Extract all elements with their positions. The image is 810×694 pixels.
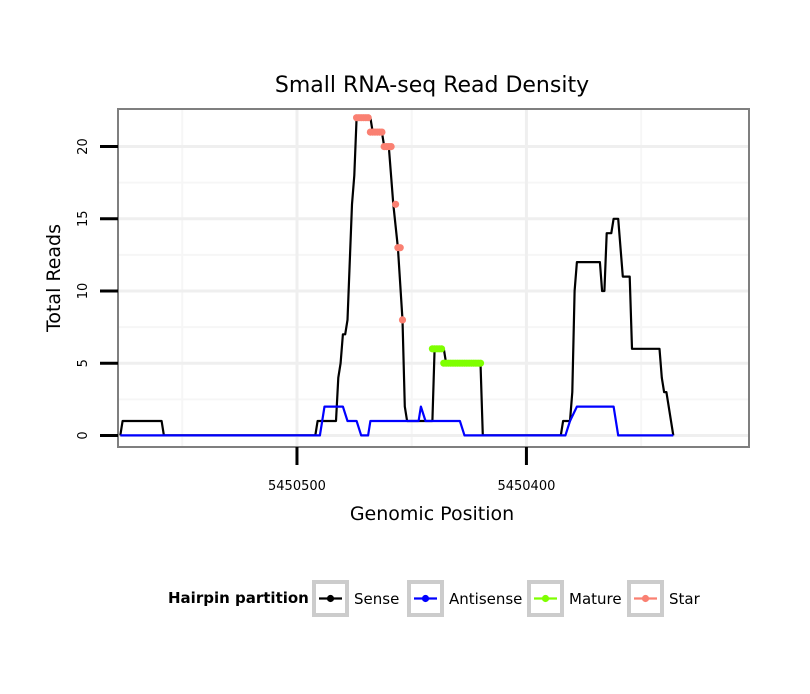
legend-label-antisense: Antisense <box>449 590 522 608</box>
series-point-star <box>392 200 400 208</box>
legend-key-point-antisense <box>421 594 430 603</box>
legend-label-mature: Mature <box>569 590 622 608</box>
plot-border <box>117 108 750 448</box>
x-tick-label: 5450400 <box>497 479 555 494</box>
series-line-antisense <box>120 405 674 437</box>
series-point-mature <box>437 345 446 353</box>
y-axis-label: Total Reads <box>43 224 65 333</box>
y-tick-label: 15 <box>76 211 91 228</box>
legend-label-star: Star <box>669 590 701 608</box>
plot-area: 0 5 10 15 20 5450500 5450400 <box>76 108 750 494</box>
series-point-star <box>364 114 372 122</box>
y-tick-label: 0 <box>76 431 91 439</box>
x-tick-label: 5450500 <box>268 479 326 494</box>
y-tick-label: 20 <box>76 138 91 155</box>
legend-title: Hairpin partition <box>168 589 309 607</box>
legend-key-point-mature <box>541 594 550 603</box>
series-point-star <box>387 143 395 151</box>
chart-title: Small RNA-seq Read Density <box>275 73 589 98</box>
legend-key-point-star <box>641 594 650 603</box>
x-axis-label: Genomic Position <box>350 503 514 525</box>
legend: Hairpin partition Sense Antisense Mature St… <box>168 580 701 617</box>
legend-label-sense: Sense <box>354 590 399 608</box>
series-point-mature <box>476 359 485 367</box>
series-point-star <box>398 316 407 324</box>
series-point-star <box>378 128 386 136</box>
y-tick-label: 10 <box>76 283 91 300</box>
series-point-star <box>396 244 404 252</box>
legend-key-point-sense <box>326 594 335 603</box>
y-tick-label: 5 <box>76 359 91 367</box>
